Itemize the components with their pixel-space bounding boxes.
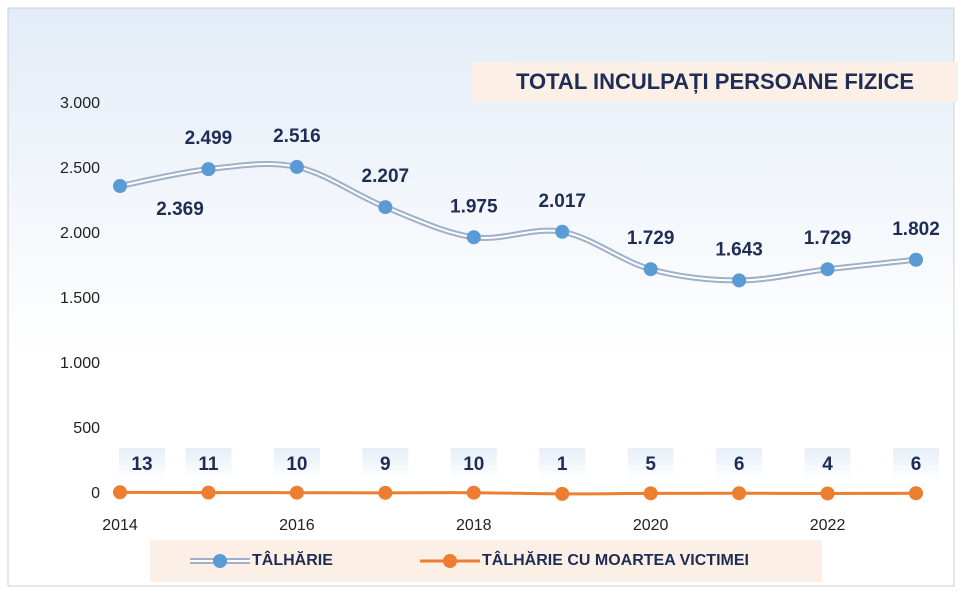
x-tick-label: 2022 [810,517,846,534]
marker [732,273,747,288]
data-label-box [893,448,939,480]
data-label: 10 [463,454,484,475]
data-label: 1 [557,454,568,475]
marker [113,485,127,500]
x-tick-label: 2018 [456,517,492,534]
data-label-box [119,448,165,480]
data-label: 1.643 [715,239,763,260]
data-label: 6 [911,454,922,475]
data-label: 10 [286,454,307,475]
data-label: 1.802 [892,219,940,240]
marker [643,486,658,501]
data-label: 6 [734,454,745,475]
marker [113,179,127,194]
data-label-box [450,448,497,480]
marker [643,262,658,277]
legend-label: TÂLHĂRIE [252,550,333,569]
data-label: 9 [380,454,391,475]
marker [201,485,216,500]
line [119,163,917,282]
y-tick-label: 1.000 [60,355,100,372]
marker [909,486,923,501]
marker [909,252,923,267]
marker [555,486,570,501]
data-label: 13 [131,454,152,475]
marker [466,485,481,500]
y-tick-label: 2.000 [60,225,100,242]
marker [466,230,481,245]
marker [201,162,216,177]
data-label: 4 [822,454,833,475]
data-label: 1.729 [627,228,675,249]
y-tick-label: 0 [91,485,100,502]
marker [820,262,835,277]
data-label: 2.207 [362,166,410,187]
marker [289,485,304,500]
marker [289,159,304,174]
y-tick-label: 3.000 [60,95,100,112]
chart-title: TOTAL INCULPAȚI PERSOANE FIZICE [516,69,914,94]
y-tick-label: 500 [73,420,100,437]
x-tick-label: 2016 [279,517,315,534]
data-label-box [362,448,409,480]
data-label: 2.499 [185,128,233,149]
chart-frame [7,7,955,587]
y-tick-label: 1.500 [60,290,100,307]
line [119,490,917,496]
title-box [472,62,958,102]
data-label: 1.975 [450,196,498,217]
legend-label: TÂLHĂRIE CU MOARTEA VICTIMEI [482,550,749,569]
legend-marker [443,554,457,568]
data-label: 5 [645,454,656,475]
marker [378,200,393,215]
data-label-box [539,448,586,480]
data-label-box [804,448,851,480]
legend-marker [213,554,227,568]
data-label-box [716,448,763,480]
legend-box [150,540,822,582]
marker [820,486,835,501]
data-label-box [627,448,674,480]
marker [378,485,393,500]
marker [555,224,570,239]
data-label: 2.369 [156,199,204,220]
data-label: 1.729 [804,228,852,249]
y-tick-label: 2.500 [60,160,100,177]
data-label: 2.516 [273,126,321,147]
data-label: 2.017 [538,191,586,212]
data-label: 11 [198,454,219,475]
data-label-box [273,448,320,480]
x-tick-label: 2020 [633,517,669,534]
x-tick-label: 2014 [102,517,138,534]
data-label-box [185,448,232,480]
marker [732,486,747,501]
